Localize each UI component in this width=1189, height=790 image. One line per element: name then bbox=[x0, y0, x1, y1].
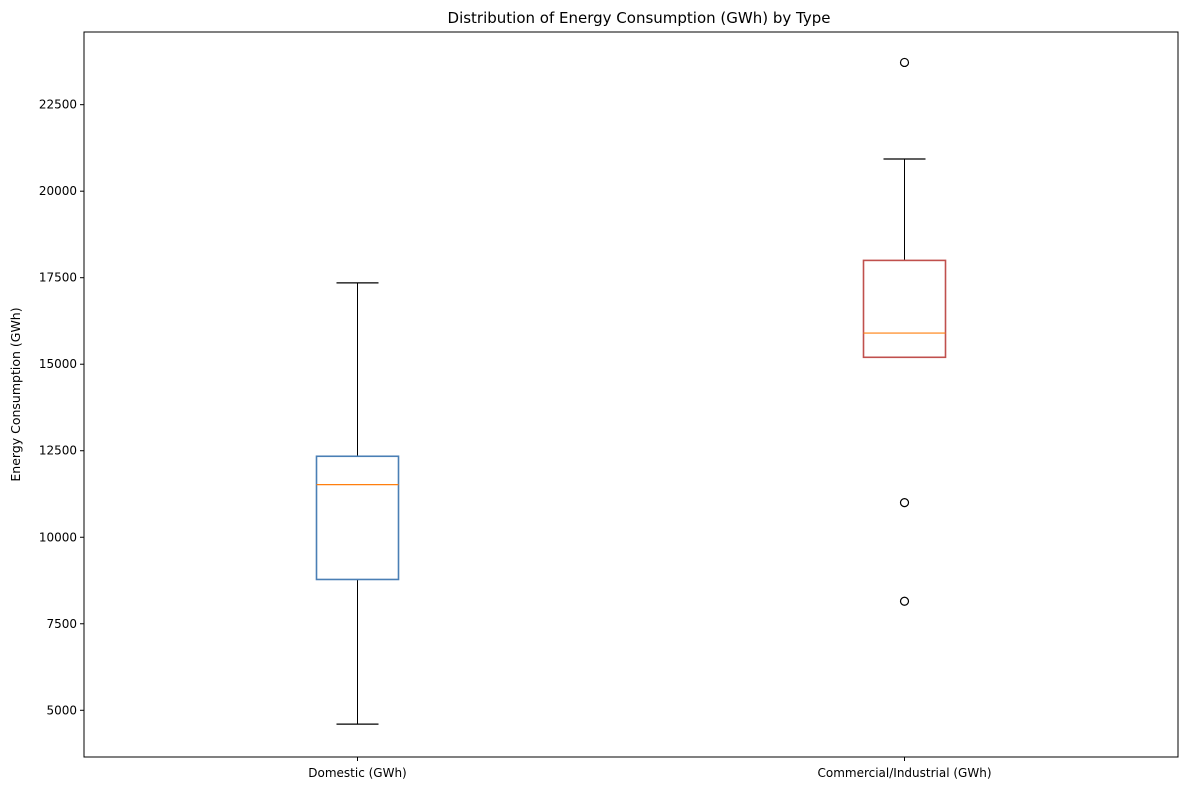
iqr-box bbox=[315, 455, 400, 581]
x-axis: Domestic (GWh) Commercial/Industrial (GWh… bbox=[308, 757, 992, 780]
y-tick-label: 22500 bbox=[39, 98, 77, 112]
box-group bbox=[315, 282, 400, 725]
outlier-point bbox=[899, 57, 910, 68]
box-group bbox=[862, 57, 947, 606]
plot-area bbox=[83, 31, 1179, 758]
y-axis-label: Energy Consumption (GWh) bbox=[8, 307, 23, 481]
y-tick-label: 17500 bbox=[39, 271, 77, 285]
y-tick-label: 10000 bbox=[39, 530, 77, 544]
outlier-point bbox=[899, 596, 910, 606]
y-tick-label: 12500 bbox=[39, 444, 77, 458]
y-axis: 5000 7500 10000 12500 15000 17500 20000 22500 bbox=[39, 98, 84, 717]
chart-title: Distribution of Energy Consumption (GWh)… bbox=[448, 9, 831, 27]
y-tick-label: 15000 bbox=[39, 357, 77, 371]
y-tick-label: 7500 bbox=[46, 617, 77, 631]
x-tick-label: Domestic (GWh) bbox=[308, 766, 407, 780]
x-tick-label: Commercial/Industrial (GWh) bbox=[817, 766, 991, 780]
outlier-point bbox=[899, 498, 910, 508]
axes-frame bbox=[83, 31, 1179, 758]
iqr-box bbox=[862, 259, 947, 359]
y-tick-label: 20000 bbox=[39, 184, 77, 198]
y-tick-label: 5000 bbox=[46, 703, 77, 717]
